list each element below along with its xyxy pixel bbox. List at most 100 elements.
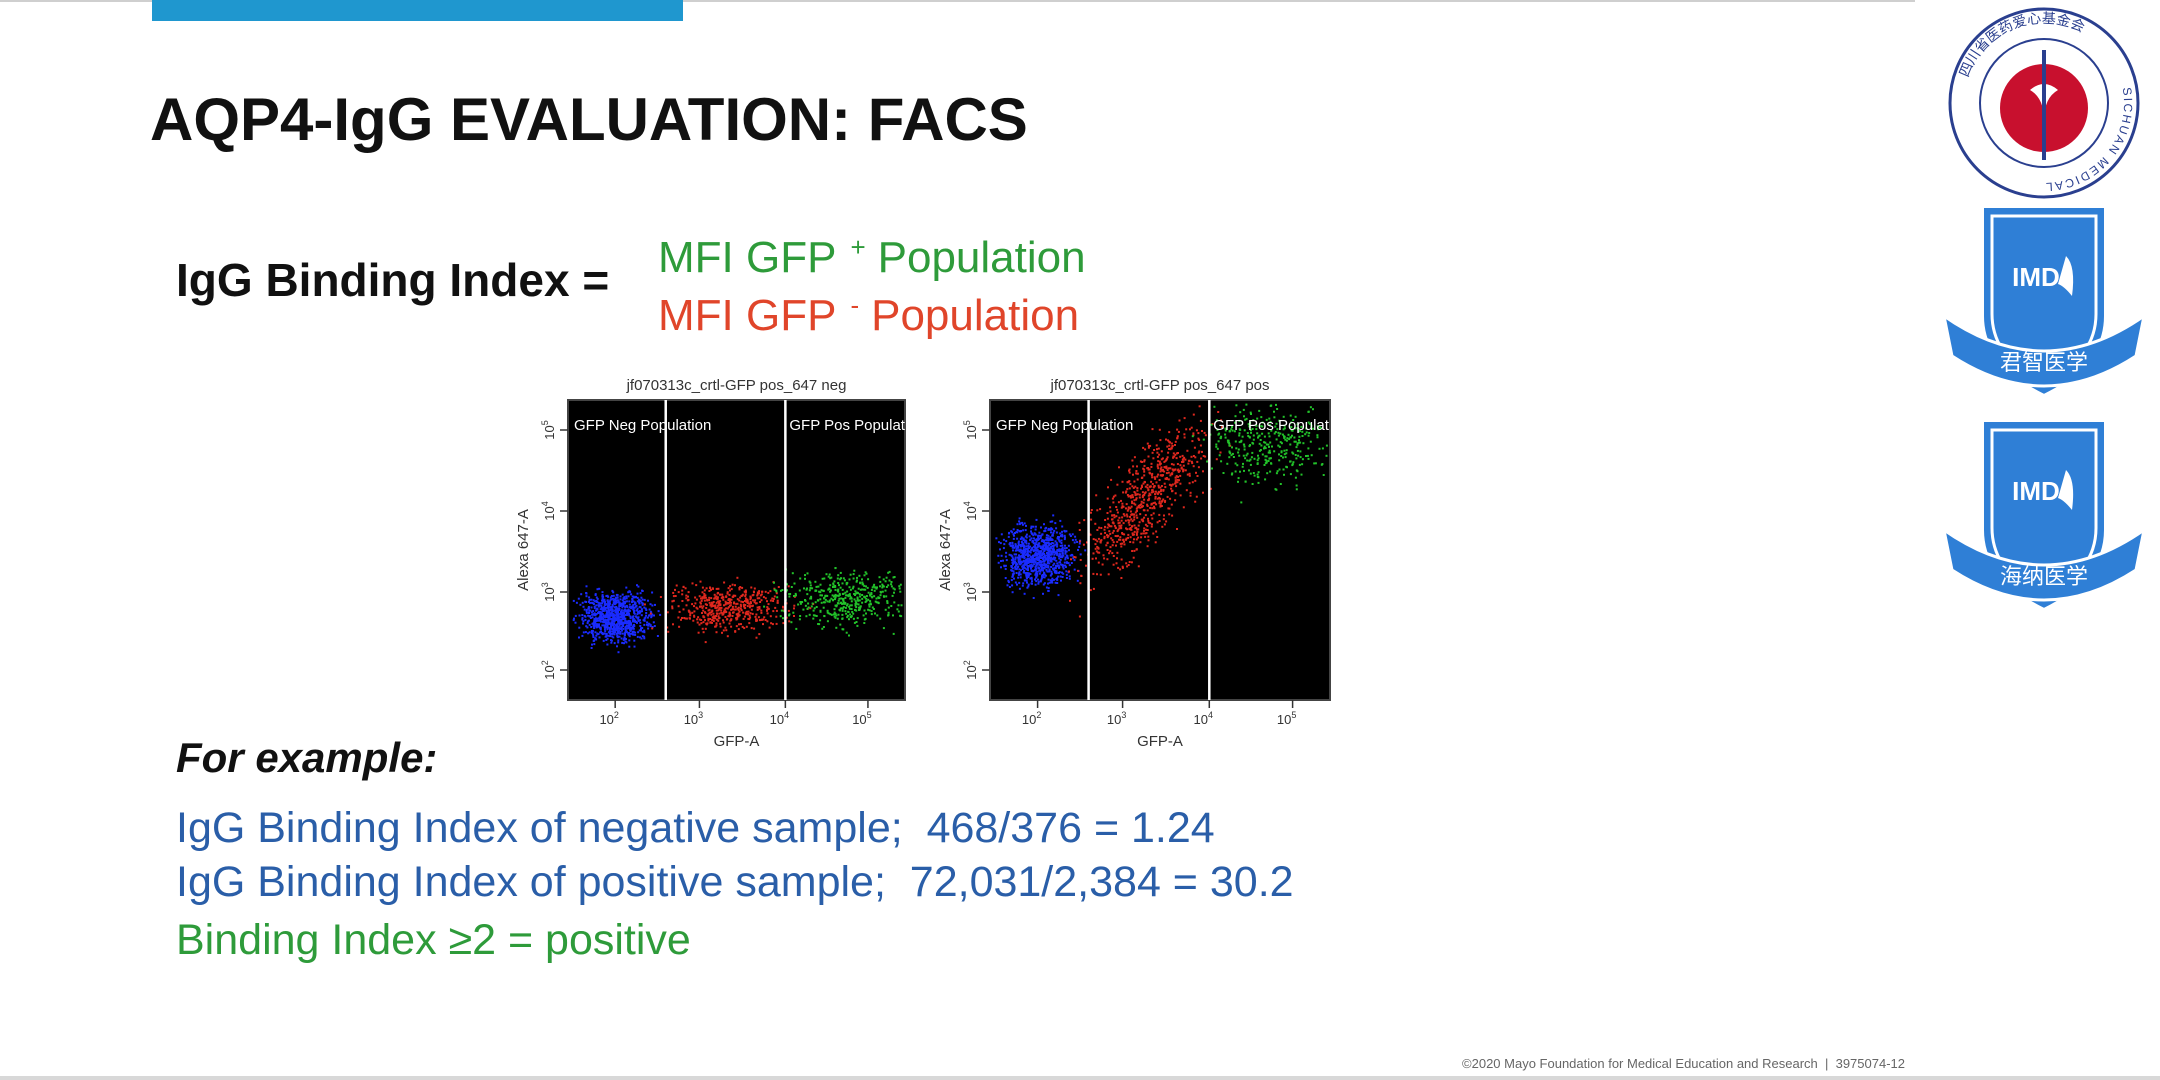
event-dot [1162,489,1165,492]
event-dot [1151,507,1154,510]
event-dot [1043,582,1046,585]
event-dot [842,577,845,580]
event-dot [1014,567,1017,570]
event-dot [1176,428,1179,431]
event-dot [866,586,869,589]
event-dot [602,608,605,611]
event-dot [863,622,866,624]
event-dot [612,636,615,639]
event-dot [1044,543,1047,546]
event-dot [859,595,862,598]
event-dot [1255,428,1258,431]
event-dot [834,596,837,599]
event-dot [1236,464,1239,467]
event-dot [841,609,844,612]
event-dot [628,622,631,625]
event-dot [743,604,746,607]
event-dot [631,600,634,602]
event-dot [1017,546,1020,549]
event-dot [1036,570,1039,573]
event-dot [1024,563,1027,566]
event-dot [605,606,608,609]
event-dot [677,591,680,594]
event-dot [616,596,619,599]
event-dot [596,623,598,626]
event-dot [1283,449,1286,452]
event-dot [1240,440,1243,443]
event-dot [1121,566,1124,569]
event-dot [874,600,877,603]
event-dot [603,600,606,603]
event-dot [624,614,627,616]
event-dot [1183,433,1186,436]
event-dot [1221,426,1223,429]
tick-base: 10 [964,587,979,601]
event-dot [623,600,626,603]
event-dot [832,582,835,585]
event-dot [1045,526,1048,529]
event-dot [1238,441,1241,444]
event-dot [760,611,763,614]
event-dot [1231,472,1234,475]
event-dot [612,629,615,632]
event-dot [589,609,592,612]
event-dot [1061,556,1064,559]
event-dot [643,637,646,640]
event-dot [775,622,778,625]
event-dot [659,596,662,598]
event-dot [1243,469,1245,472]
event-dot [1325,444,1328,447]
event-dot [814,601,817,604]
event-dot [704,596,707,599]
event-dot [1115,562,1118,565]
shield-name: 君智医学 [2000,351,2088,376]
event-dot [841,607,843,610]
event-dot [1012,570,1015,573]
tick-exp: 5 [540,420,550,425]
event-dot [859,588,862,591]
event-dot [1126,494,1129,496]
event-dot [1153,505,1155,508]
event-dot [1051,581,1054,584]
event-dot [1043,548,1046,550]
event-dot [590,598,593,601]
event-dot [1160,469,1163,472]
event-dot [590,606,593,609]
event-dot [842,602,845,605]
event-dot [1268,449,1271,452]
event-dot [607,606,610,608]
event-dot [850,608,853,610]
event-dot [1051,533,1054,536]
event-dot [876,614,879,617]
event-dot [1018,587,1021,590]
y-tick-label: 102 [962,660,979,679]
event-dot [627,610,630,613]
event-dot [1037,544,1040,546]
event-dot [1307,457,1310,460]
event-dot [1270,462,1272,465]
event-dot [1274,425,1277,428]
event-dot [620,626,623,629]
event-dot [1065,550,1068,553]
event-dot [1063,538,1066,541]
event-dot [624,621,627,624]
event-dot [605,609,608,612]
event-dot [1111,497,1114,500]
event-dot [846,616,849,619]
event-dot [767,591,770,594]
event-dot [599,602,602,605]
event-dot [1133,491,1136,493]
event-dot [721,596,724,599]
event-dot [710,613,713,616]
event-dot [578,614,581,617]
event-dot [599,613,602,616]
event-dot [828,600,831,603]
event-dot [1307,434,1310,437]
event-dot [602,618,605,621]
event-dot [704,619,706,622]
event-dot [1147,494,1150,497]
event-dot [1152,532,1155,535]
event-dot [717,604,720,607]
event-dot [1197,437,1200,440]
event-dot [1132,556,1135,559]
